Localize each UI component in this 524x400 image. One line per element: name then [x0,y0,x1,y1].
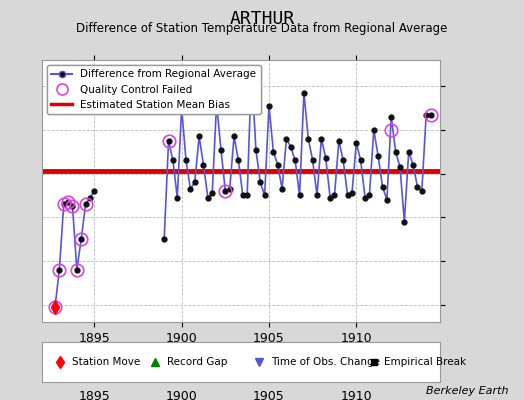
Text: Record Gap: Record Gap [167,357,228,367]
Text: Difference of Station Temperature Data from Regional Average: Difference of Station Temperature Data f… [77,22,447,35]
Text: 1910: 1910 [341,390,372,400]
Legend: Difference from Regional Average, Quality Control Failed, Estimated Station Mean: Difference from Regional Average, Qualit… [47,65,260,114]
Text: Time of Obs. Change: Time of Obs. Change [271,357,380,367]
Text: ARTHUR: ARTHUR [230,10,294,28]
Text: 1895: 1895 [79,390,110,400]
Text: 1905: 1905 [253,390,285,400]
Text: Station Move: Station Move [72,357,140,367]
Text: 1900: 1900 [166,390,198,400]
Text: Empirical Break: Empirical Break [384,357,466,367]
Text: Berkeley Earth: Berkeley Earth [426,386,508,396]
